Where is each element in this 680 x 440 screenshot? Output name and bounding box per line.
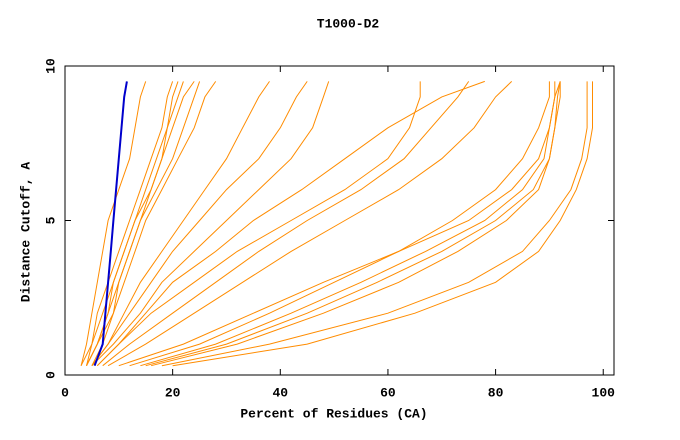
series-line (118, 81, 561, 367)
series-line (80, 81, 174, 366)
series-line (86, 81, 201, 366)
series-line (91, 81, 195, 366)
x-tick-label: 100 (592, 385, 616, 400)
series-line (129, 81, 550, 367)
series-line (96, 80, 485, 367)
series-line (91, 81, 270, 366)
plot-frame (64, 65, 615, 376)
series-line (102, 81, 470, 367)
x-tick-label: 20 (165, 385, 181, 400)
x-tick-label: 80 (488, 385, 504, 400)
y-axis-label: Distance Cutoff, A (18, 162, 33, 303)
series-line (161, 81, 588, 367)
series-line (172, 81, 593, 367)
y-tick-label: 5 (43, 216, 58, 224)
series-line (86, 81, 217, 366)
x-tick-label: 0 (61, 385, 69, 400)
series-line (91, 81, 330, 367)
series-line (96, 81, 421, 367)
x-tick-label: 40 (272, 385, 288, 400)
series-line (91, 81, 308, 366)
series-line (86, 81, 184, 366)
y-tick-label: 10 (43, 58, 58, 74)
series-line (150, 81, 561, 367)
x-axis-label: Percent of Residues (CA) (240, 406, 427, 421)
y-tick-label: 0 (43, 371, 58, 379)
series-line (107, 81, 513, 367)
series-line (93, 81, 128, 367)
series-line (140, 81, 556, 367)
series-line (145, 81, 561, 367)
chart-title: T1000-D2 (317, 16, 380, 31)
series-line (80, 81, 147, 366)
x-tick-label: 60 (380, 385, 396, 400)
